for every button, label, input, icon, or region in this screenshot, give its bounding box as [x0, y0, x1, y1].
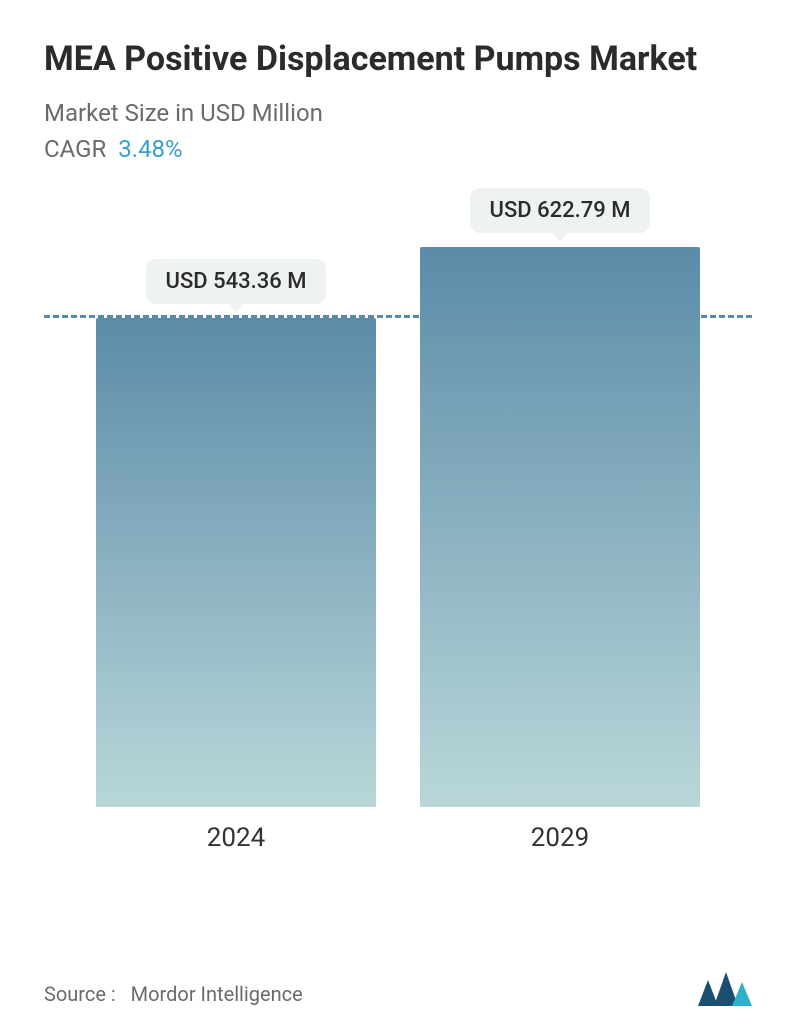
bar: [96, 318, 376, 807]
cagr-label: CAGR: [44, 135, 106, 163]
chart-subtitle: Market Size in USD Million: [44, 99, 752, 127]
chart-container: MEA Positive Displacement Pumps Market M…: [0, 0, 796, 1034]
cagr-line: CAGR 3.48%: [44, 135, 752, 163]
chart-title: MEA Positive Displacement Pumps Market: [44, 38, 752, 81]
chart-footer: Source : Mordor Intelligence: [44, 970, 752, 1006]
cagr-value: 3.48%: [118, 135, 182, 163]
bars-wrapper: USD 543.36 MUSD 622.79 M: [44, 213, 752, 807]
logo-icon: [698, 970, 752, 1006]
value-badge: USD 622.79 M: [470, 188, 651, 233]
brand-logo: [698, 970, 752, 1006]
source-text: Source : Mordor Intelligence: [44, 982, 303, 1006]
source-value: Mordor Intelligence: [131, 982, 303, 1006]
x-axis-labels: 2024 2029: [44, 823, 752, 853]
value-badge: USD 543.36 M: [146, 259, 327, 304]
bar: [420, 247, 700, 807]
source-label: Source :: [44, 982, 116, 1006]
x-axis-label: 2024: [96, 823, 376, 853]
x-axis-label: 2029: [420, 823, 700, 853]
bar-group: USD 543.36 M: [96, 318, 376, 807]
bar-group: USD 622.79 M: [420, 247, 700, 807]
chart-area: USD 543.36 MUSD 622.79 M 20242029: [44, 213, 752, 853]
